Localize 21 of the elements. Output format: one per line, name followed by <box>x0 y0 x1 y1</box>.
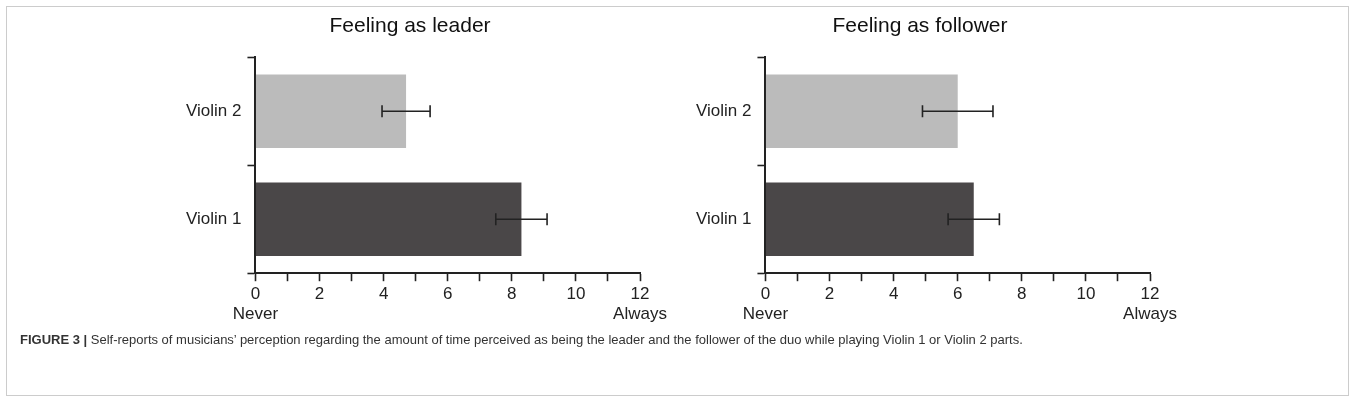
x-tick-label: 10 <box>1076 284 1096 304</box>
x-tick-label: 10 <box>566 284 586 304</box>
chart-title: Feeling as follower <box>832 13 1008 37</box>
y-tick-label: Violin 1 <box>696 208 752 228</box>
chart-title: Feeling as leader <box>329 13 491 37</box>
x-tick-label: 0 Never <box>742 284 789 324</box>
x-tick-label: 6 <box>442 284 453 304</box>
x-tick-label: 2 <box>824 284 835 304</box>
x-tick-label: 2 <box>314 284 325 304</box>
y-tick-label: Violin 2 <box>186 100 242 120</box>
x-tick-label: 8 <box>507 284 517 304</box>
x-tick-label: 4 <box>378 284 389 304</box>
caption: FIGURE 3 | Self-reports of musicians’ perception regarding the amount of time perceived as being the leader and the follower of the duo while playing Violin 1 or Violin 2 parts. <box>20 331 1024 349</box>
x-tick-label: 12 Always <box>613 284 667 324</box>
y-tick-label: Violin 1 <box>186 208 242 228</box>
x-tick-label: 6 <box>952 284 963 304</box>
x-tick-label: 4 <box>888 284 899 304</box>
x-tick-label: 12 Always <box>1123 284 1177 324</box>
y-tick-label: Violin 2 <box>696 100 752 120</box>
x-tick-label: 8 <box>1017 284 1027 304</box>
x-tick-label: 0 Never <box>232 284 279 324</box>
